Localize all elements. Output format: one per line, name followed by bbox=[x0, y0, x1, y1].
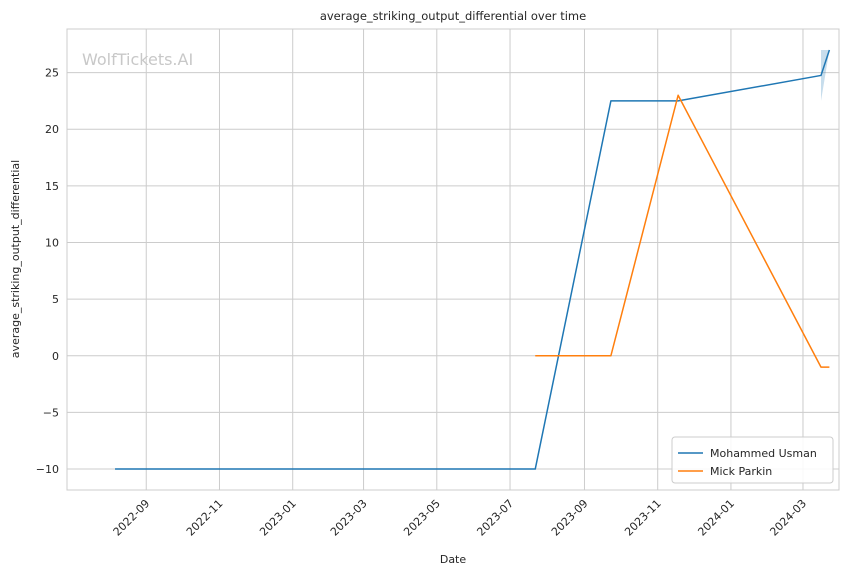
y-tick-label: 15 bbox=[45, 180, 59, 193]
legend-box bbox=[671, 436, 834, 484]
series-lines bbox=[115, 49, 831, 470]
y-tick-label: 0 bbox=[52, 350, 59, 363]
plot-frame bbox=[66, 28, 840, 491]
y-tick-label: −5 bbox=[43, 406, 59, 419]
x-axis-label: Date bbox=[440, 553, 467, 566]
y-axis-ticks: −10 −5 0 5 10 15 20 25 bbox=[36, 67, 59, 476]
chart-title: average_striking_output_differential ove… bbox=[320, 9, 586, 23]
legend-label-mohammed-usman: Mohammed Usman bbox=[710, 447, 817, 460]
legend-label-mick-parkin: Mick Parkin bbox=[710, 465, 772, 478]
watermark: WolfTickets.AI bbox=[82, 50, 193, 69]
y-tick-label: −10 bbox=[36, 463, 59, 476]
y-tick-label: 20 bbox=[45, 123, 59, 136]
confidence-band-mohammed-usman bbox=[820, 49, 830, 101]
series-line-mohammed-usman bbox=[115, 49, 831, 470]
y-axis-label: average_striking_output_differential bbox=[9, 160, 22, 358]
y-tick-label: 5 bbox=[52, 293, 59, 306]
y-tick-label: 25 bbox=[45, 67, 59, 80]
legend: Mohammed Usman Mick Parkin bbox=[671, 436, 834, 484]
confidence-bands bbox=[820, 49, 830, 101]
y-tick-label: 10 bbox=[45, 237, 59, 250]
series-line-mick-parkin bbox=[535, 94, 830, 368]
